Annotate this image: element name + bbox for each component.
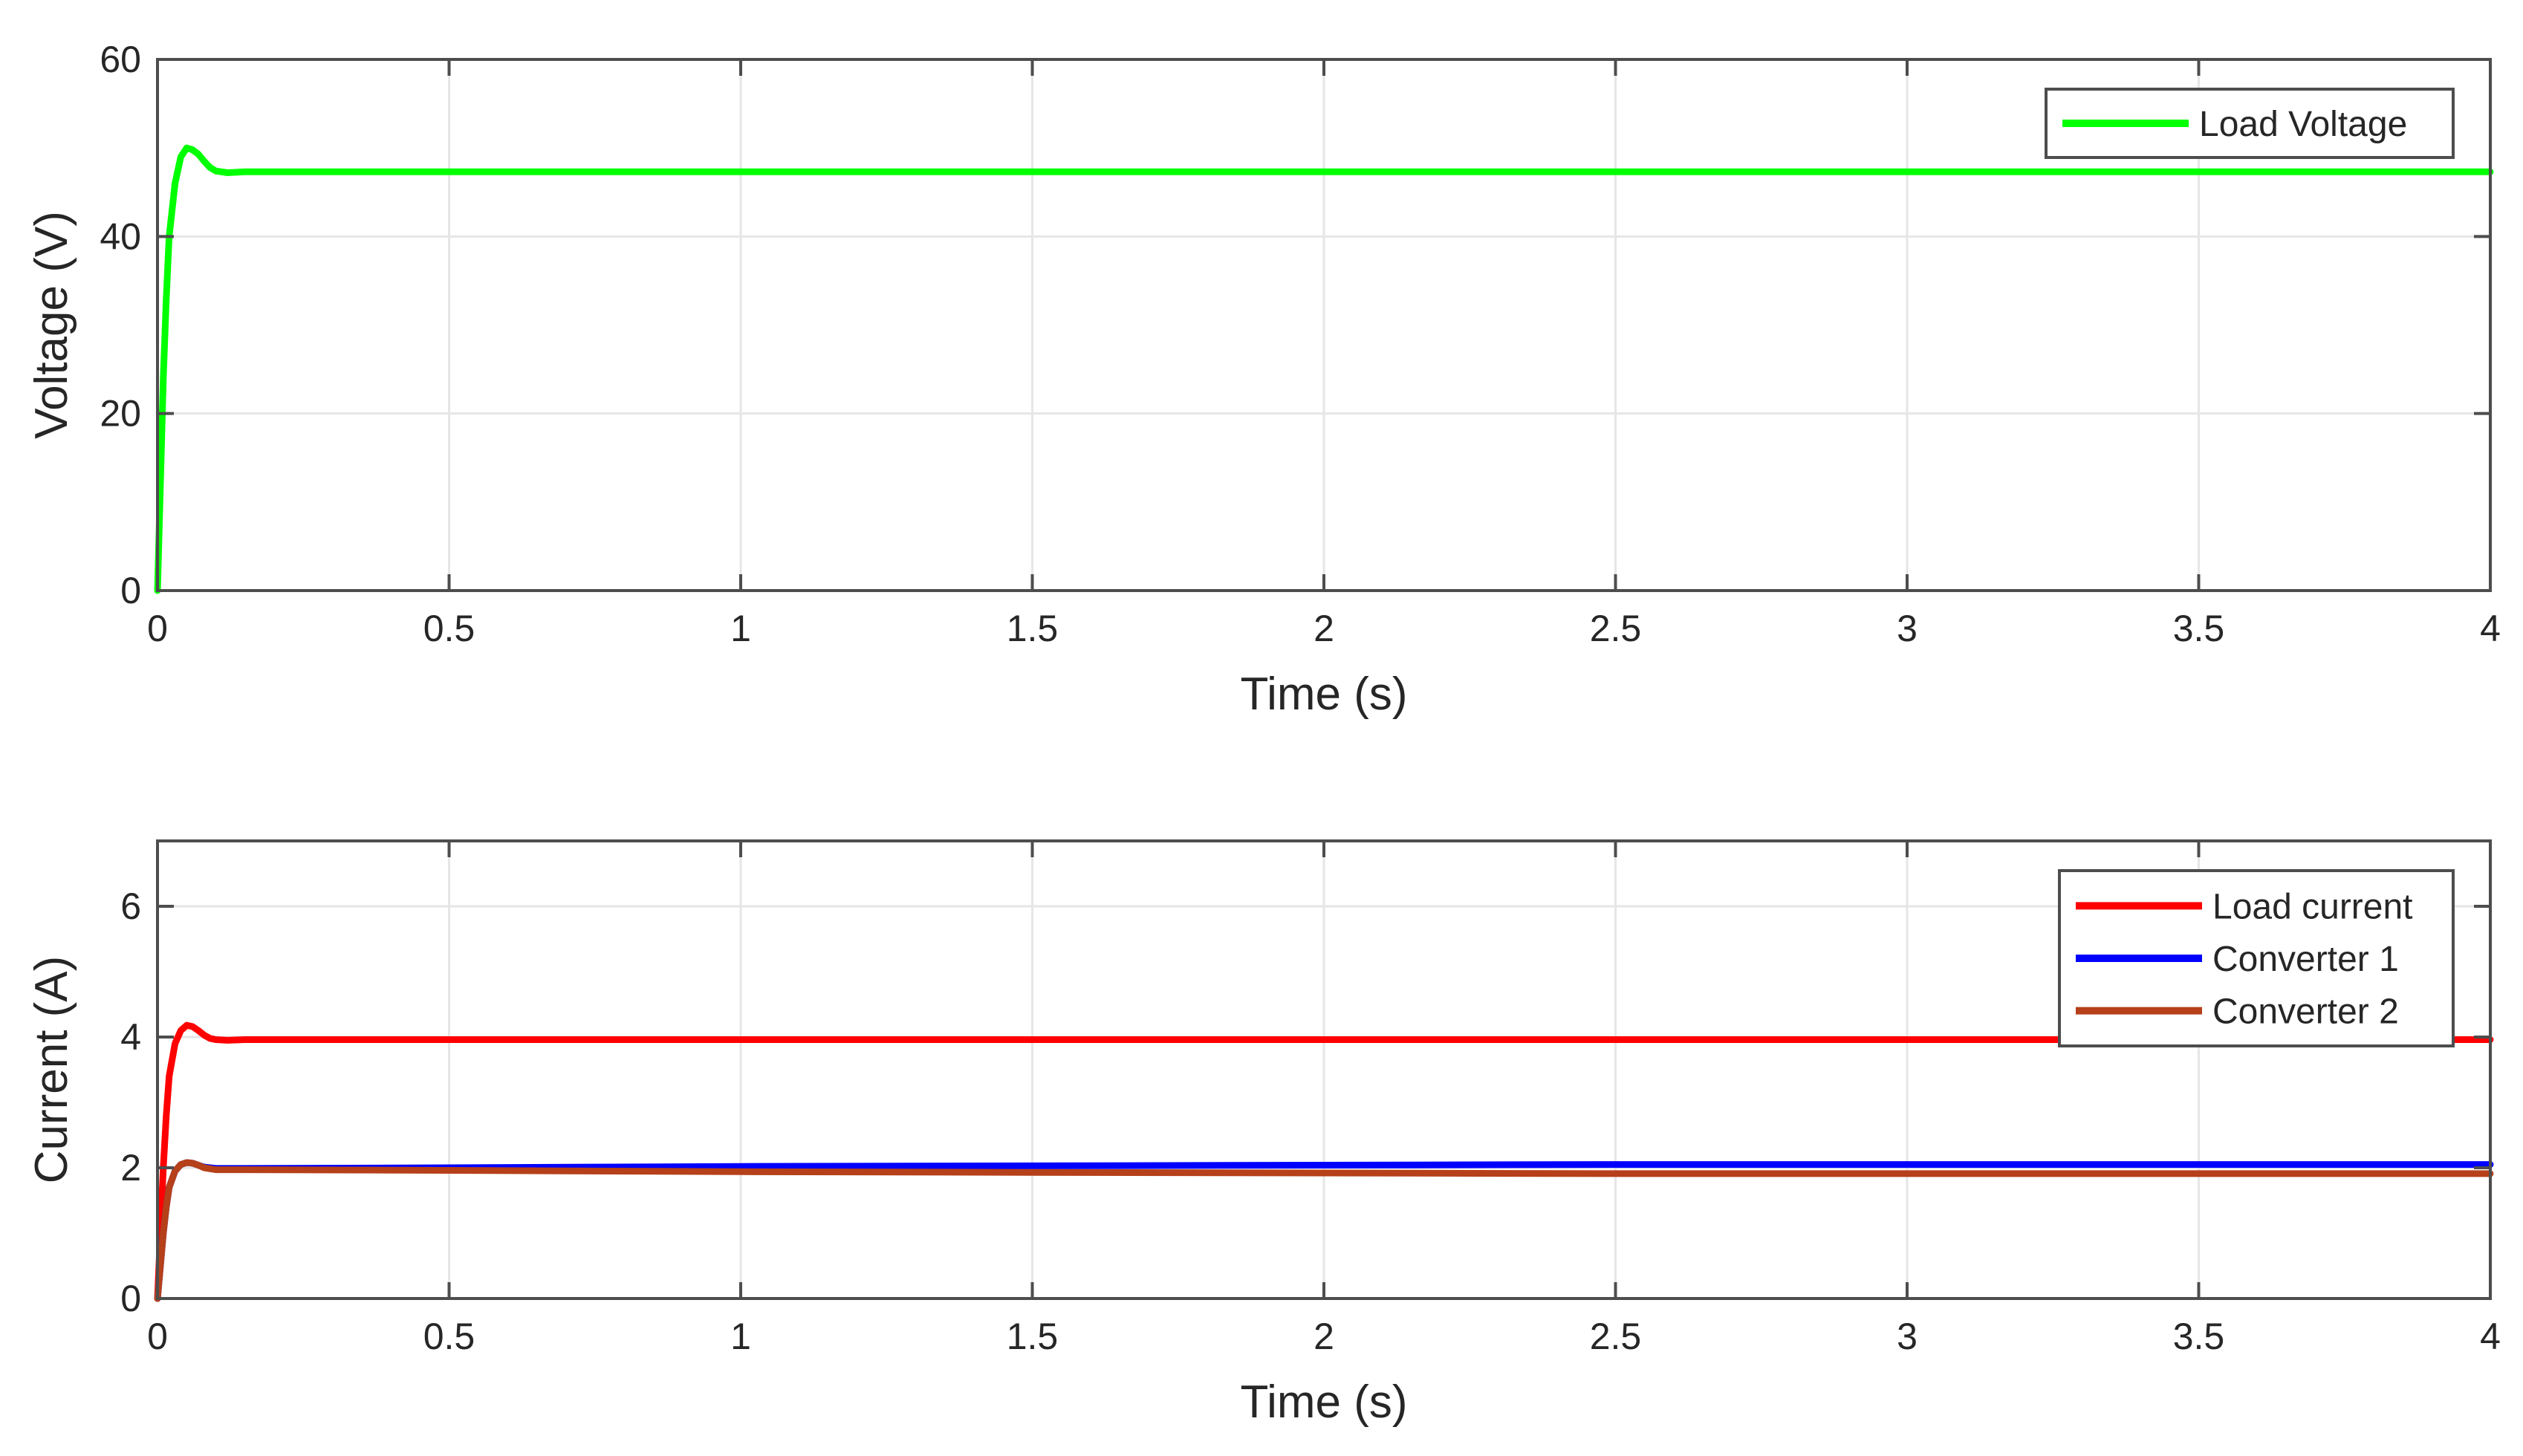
voltage-x-tick-label: 2 bbox=[1314, 608, 1334, 649]
current-x-tick-label: 0.5 bbox=[423, 1316, 475, 1357]
current-x-tick-label: 1.5 bbox=[1007, 1316, 1059, 1357]
current-plot: 0 0.5 1 1.5 2 2.5 3 3.5 4 0 2 4 6 Time (s) Current (A)… bbox=[26, 839, 2501, 1428]
current-legend: Load current Converter 1 Converter 2 bbox=[2058, 869, 2455, 1047]
current-x-axis-label: Time (s) bbox=[1241, 1377, 1408, 1428]
voltage-x-tick-label: 1 bbox=[730, 608, 751, 649]
voltage-x-tick-label: 3 bbox=[1897, 608, 1918, 649]
current-legend-label-converter-1: Converter 1 bbox=[2212, 940, 2399, 979]
voltage-x-tick-label: 0 bbox=[147, 608, 168, 649]
current-x-tick-label: 3 bbox=[1897, 1316, 1918, 1357]
current-series-group bbox=[154, 1021, 2494, 1302]
voltage-y-tick-label: 0 bbox=[120, 570, 141, 611]
current-y-tick-label: 6 bbox=[120, 885, 141, 927]
current-y-tick-label: 2 bbox=[120, 1147, 141, 1189]
voltage-series-load-voltage bbox=[154, 144, 2494, 594]
current-y-tick-label: 4 bbox=[120, 1016, 141, 1058]
voltage-legend-label-load-voltage: Load Voltage bbox=[2199, 105, 2407, 144]
current-legend-label-converter-2: Converter 2 bbox=[2212, 992, 2399, 1032]
voltage-x-tick-label: 2.5 bbox=[1590, 608, 1642, 649]
voltage-x-tick-label: 0.5 bbox=[423, 608, 475, 649]
current-x-tick-label: 4 bbox=[2480, 1316, 2501, 1357]
voltage-y-tick-label: 60 bbox=[100, 39, 141, 80]
voltage-x-tick-label: 4 bbox=[2480, 608, 2501, 649]
current-x-tick-label: 2 bbox=[1314, 1316, 1334, 1357]
current-x-tick-label: 3.5 bbox=[2173, 1316, 2225, 1357]
voltage-grid bbox=[158, 59, 2490, 591]
voltage-y-tick-label: 20 bbox=[100, 393, 141, 435]
voltage-y-tick-label: 40 bbox=[100, 215, 141, 257]
current-series-load-current bbox=[154, 1021, 2494, 1302]
current-legend-label-load-current: Load current bbox=[2212, 887, 2413, 926]
current-y-tick-label: 0 bbox=[120, 1278, 141, 1319]
voltage-x-tick-label: 3.5 bbox=[2173, 608, 2225, 649]
current-x-tick-label: 0 bbox=[147, 1316, 168, 1357]
current-y-axis-label: Current (A) bbox=[26, 956, 77, 1184]
voltage-y-axis-label: Voltage (V) bbox=[26, 211, 77, 439]
voltage-x-tick-label: 1.5 bbox=[1007, 608, 1059, 649]
current-series-converter-2 bbox=[154, 1159, 2494, 1302]
voltage-series-group bbox=[154, 144, 2494, 594]
voltage-legend: Load Voltage bbox=[2045, 88, 2455, 159]
current-x-tick-label: 1 bbox=[730, 1316, 751, 1357]
voltage-x-axis-label: Time (s) bbox=[1241, 669, 1408, 720]
current-x-tick-label: 2.5 bbox=[1590, 1316, 1642, 1357]
